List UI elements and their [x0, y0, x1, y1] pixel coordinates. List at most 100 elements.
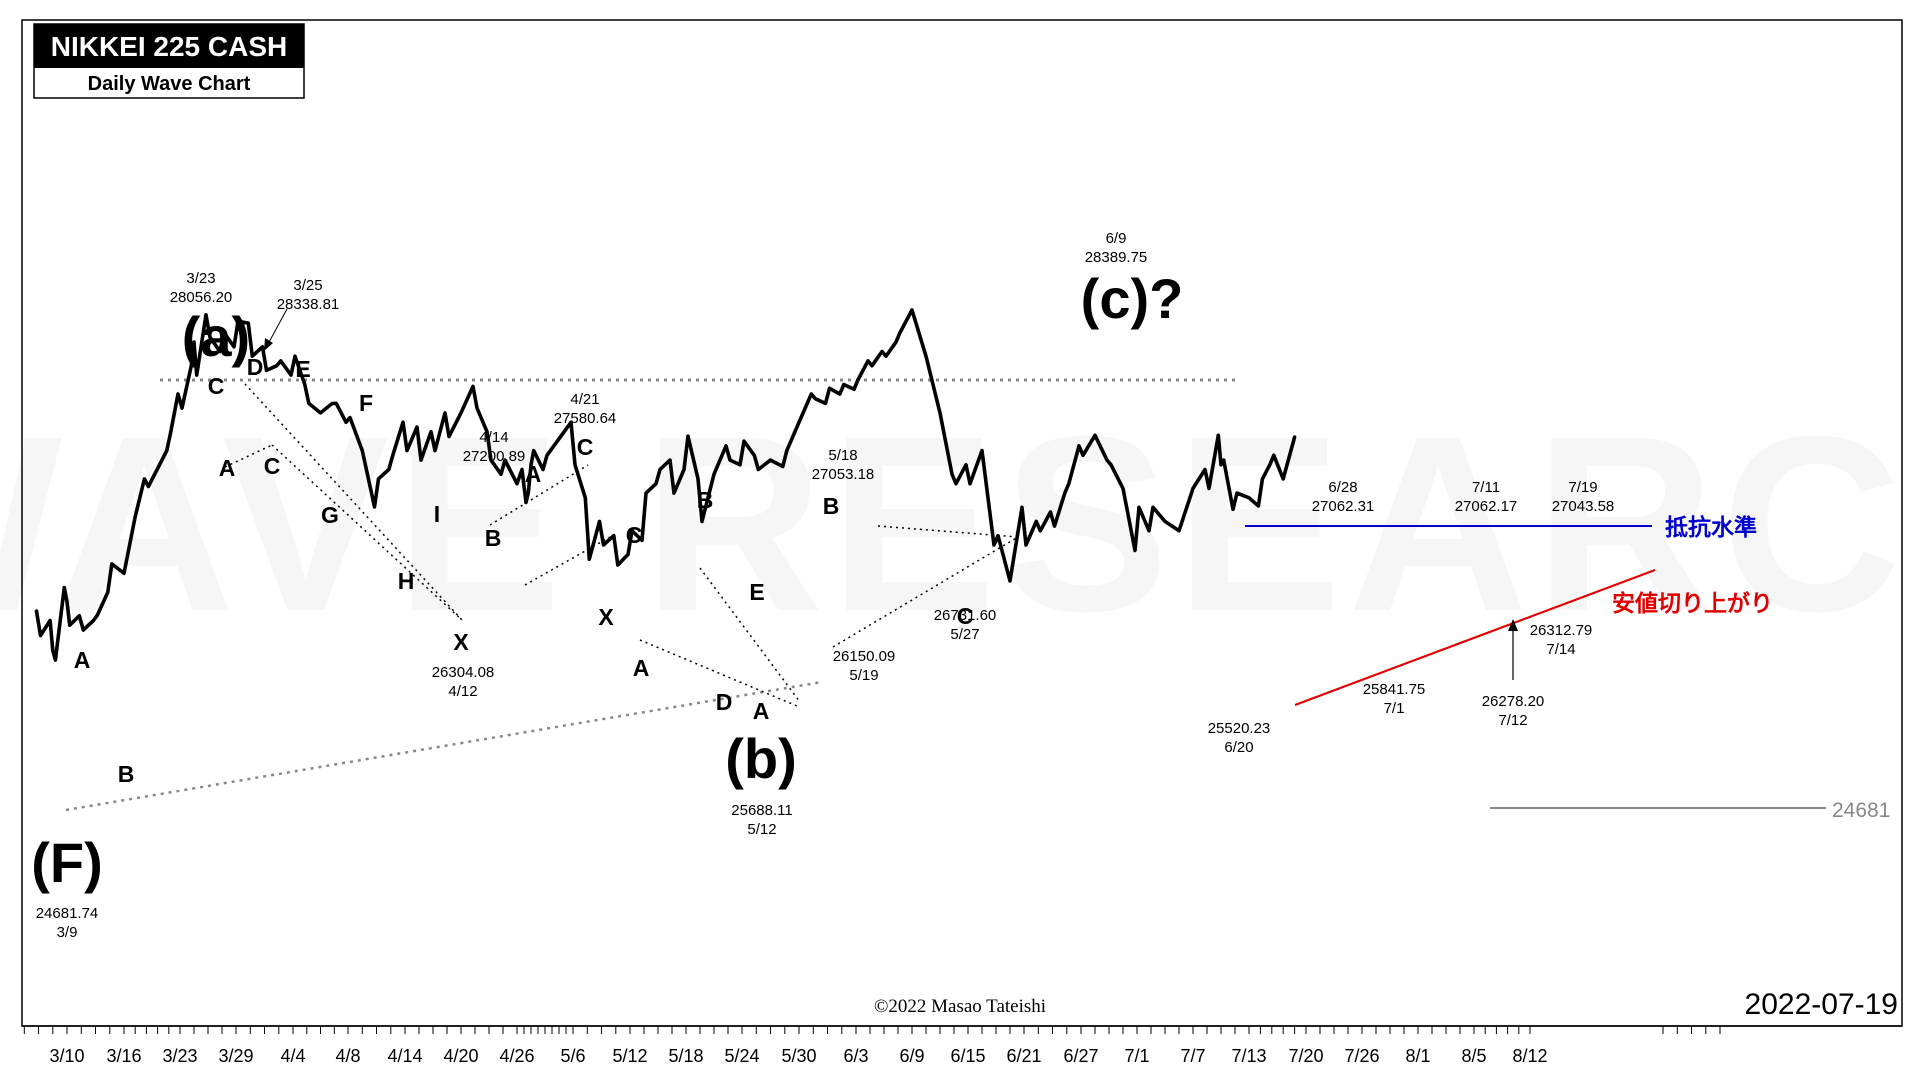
price-label-value: 27200.89: [463, 448, 526, 465]
wave-label-minor: H: [398, 568, 415, 594]
price-label-date: 4/14: [479, 429, 508, 446]
x-tick-label: 5/18: [668, 1046, 703, 1066]
wave-label-minor: D: [247, 354, 264, 380]
x-tick-label: 4/14: [387, 1046, 422, 1066]
wave-label-minor: A: [219, 455, 236, 481]
price-label-value: 27062.31: [1312, 498, 1375, 515]
wave-label-minor: C: [626, 522, 643, 548]
chart-title: NIKKEI 225 CASH: [51, 31, 288, 62]
price-label-value: 27062.17: [1455, 498, 1518, 515]
wave-label-minor: B: [485, 525, 502, 551]
price-label-date: 4/21: [570, 391, 599, 408]
wave-label-major: (c)?: [1081, 267, 1184, 330]
price-label-value: 28389.75: [1085, 249, 1148, 266]
x-tick-label: 6/27: [1063, 1046, 1098, 1066]
x-tick-label: 5/30: [781, 1046, 816, 1066]
copyright: ©2022 Masao Tateishi: [874, 996, 1046, 1017]
a-channel-lower: [224, 444, 273, 468]
x-tick-label: 8/5: [1461, 1046, 1486, 1066]
price-label-date: 3/23: [186, 270, 215, 287]
price-label-value: 26278.20: [1482, 693, 1545, 710]
x-tick-label: 7/20: [1288, 1046, 1323, 1066]
wave-label-minor: E: [749, 579, 764, 605]
price-label-value: 25688.11: [731, 802, 792, 819]
price-label-date: 7/11: [1472, 479, 1500, 496]
level-value-label: 24681: [1832, 799, 1890, 822]
price-label-date: 3/9: [57, 924, 78, 941]
price-label-date: 6/28: [1328, 479, 1357, 496]
x-tick-label: 7/26: [1344, 1046, 1379, 1066]
price-label-value: 26731.60: [934, 607, 997, 624]
price-label-date: 7/14: [1546, 641, 1575, 658]
price-label-date: 5/12: [747, 821, 776, 838]
x-channel-lower: [524, 536, 611, 586]
price-label-date: 6/20: [1224, 739, 1253, 756]
x-tick-label: 3/10: [49, 1046, 84, 1066]
x-tick-label: 3/23: [162, 1046, 197, 1066]
x-tick-label: 6/21: [1006, 1046, 1041, 1066]
wave-label-minor: A: [633, 655, 650, 681]
wave-label-major: (b): [725, 727, 797, 790]
wave-label-minor: C: [208, 373, 225, 399]
arrow-3-25: [267, 308, 288, 345]
x-tick-label: 3/29: [218, 1046, 253, 1066]
arrow-7-12-head: [1508, 619, 1518, 631]
b-triangle-lower: [639, 639, 798, 707]
wave-label-minor: A: [753, 698, 770, 724]
x-tick-label: 7/1: [1124, 1046, 1149, 1066]
wave-label-minor: X: [598, 604, 614, 630]
x-axis: 3/10 3/16 3/23 3/29 4/4 4/8 4/14 4/20 4/26 5/6 5/1…: [22, 1025, 1902, 1066]
x-tick-label: 7/13: [1231, 1046, 1266, 1066]
price-label-value: 27053.18: [812, 466, 875, 483]
resistance-label: 抵抗水準: [1665, 514, 1757, 540]
price-label-value: 26312.79: [1530, 622, 1593, 639]
title-box: NIKKEI 225 CASH Daily Wave Chart: [33, 23, 305, 99]
x-tick-label: 4/26: [499, 1046, 534, 1066]
price-label-value: 27043.58: [1552, 498, 1615, 515]
wave-label-minor: E: [295, 356, 310, 382]
wave-label-major: (F): [31, 831, 103, 894]
wave-label-minor: D: [716, 689, 733, 715]
price-label-date: 7/19: [1568, 479, 1597, 496]
support-label: 安値切り上がり: [1612, 590, 1773, 616]
wave-label-minor: A: [74, 647, 91, 673]
wave-label-major: (a): [182, 305, 250, 368]
price-label-date: 7/1: [1384, 700, 1405, 717]
x-tick-label: 4/4: [280, 1046, 305, 1066]
x-tick-label: 5/6: [560, 1046, 585, 1066]
arrow-3-25-head: [264, 338, 273, 351]
wave-label-minor: F: [359, 390, 373, 416]
x-tick-label: 7/7: [1180, 1046, 1205, 1066]
price-line: [34, 308, 1297, 662]
price-label-value: 28338.81: [277, 296, 340, 313]
price-label-value: 28056.20: [170, 289, 233, 306]
wave-label-minor: I: [434, 501, 440, 527]
annotation-labels: 3/23 28056.20 3/25 28338.81 4/14 27200.89 4/21…: [31, 230, 1890, 941]
x-tick-label: 6/15: [950, 1046, 985, 1066]
a-channel-lower2: [271, 444, 463, 621]
x-tick-label: 6/3: [843, 1046, 868, 1066]
wave-label-minor: B: [823, 493, 840, 519]
b-triangle-upper: [699, 567, 801, 703]
chart-frame: [21, 19, 1903, 1027]
x-tick-label: 4/8: [335, 1046, 360, 1066]
x-tick-label: 5/12: [612, 1046, 647, 1066]
x-tick-label: 4/20: [443, 1046, 478, 1066]
wave-label-minor: B: [697, 487, 714, 513]
price-label-value: 26150.09: [833, 648, 896, 665]
price-series: [34, 308, 1297, 662]
support-line: [1294, 568, 1656, 707]
price-label-date: 5/18: [828, 447, 857, 464]
x-channel-upper: [489, 464, 589, 526]
wave-label-minor: X: [453, 629, 469, 655]
wave-label-minor: G: [321, 502, 339, 528]
price-label-date: 6/9: [1106, 230, 1127, 247]
price-label-value: 25841.75: [1363, 681, 1426, 698]
price-label-date: 5/27: [950, 626, 979, 643]
wave-label-minor: A: [525, 461, 542, 487]
x-tick-label: 8/1: [1405, 1046, 1430, 1066]
price-label-value: 27580.64: [554, 410, 617, 427]
price-label-date: 3/25: [293, 277, 322, 294]
